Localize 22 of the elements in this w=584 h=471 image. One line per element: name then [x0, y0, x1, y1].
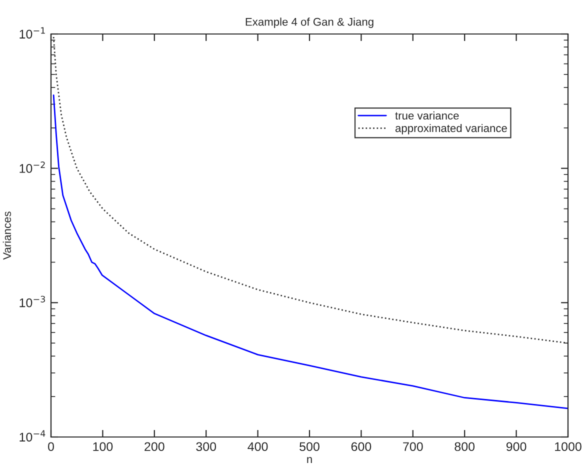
legend-label: approximated variance — [395, 124, 507, 134]
y-tick-label: 10$^{−2}$ — [20, 161, 45, 173]
line-series — [52, 36, 568, 344]
x-tick-label: 1000 — [555, 442, 582, 452]
legend-label: true variance — [395, 111, 459, 120]
x-tick-label: 200 — [144, 442, 164, 452]
y-tick-label: 10$^{−3}$ — [20, 296, 45, 308]
x-tick-label: 600 — [351, 442, 372, 452]
y-tick-label: 10$^{−4}$ — [20, 430, 46, 442]
x-axis-title: n — [307, 456, 312, 463]
line-series — [52, 94, 568, 410]
x-tick-label: 400 — [248, 442, 268, 452]
y-tick-label: 10$^{−1}$ — [20, 27, 45, 39]
x-tick-label: 900 — [506, 442, 526, 452]
chart-title: Example 4 of Gan & Jiang — [246, 18, 374, 28]
x-tick-label: 0 — [48, 442, 54, 452]
y-axis-title: Variances — [2, 212, 12, 260]
x-tick-label: 700 — [403, 442, 423, 452]
x-tick-label: 800 — [454, 442, 475, 452]
x-tick-label: 300 — [196, 442, 216, 452]
x-tick-label: 100 — [93, 442, 113, 452]
x-tick-label: 500 — [300, 442, 320, 452]
